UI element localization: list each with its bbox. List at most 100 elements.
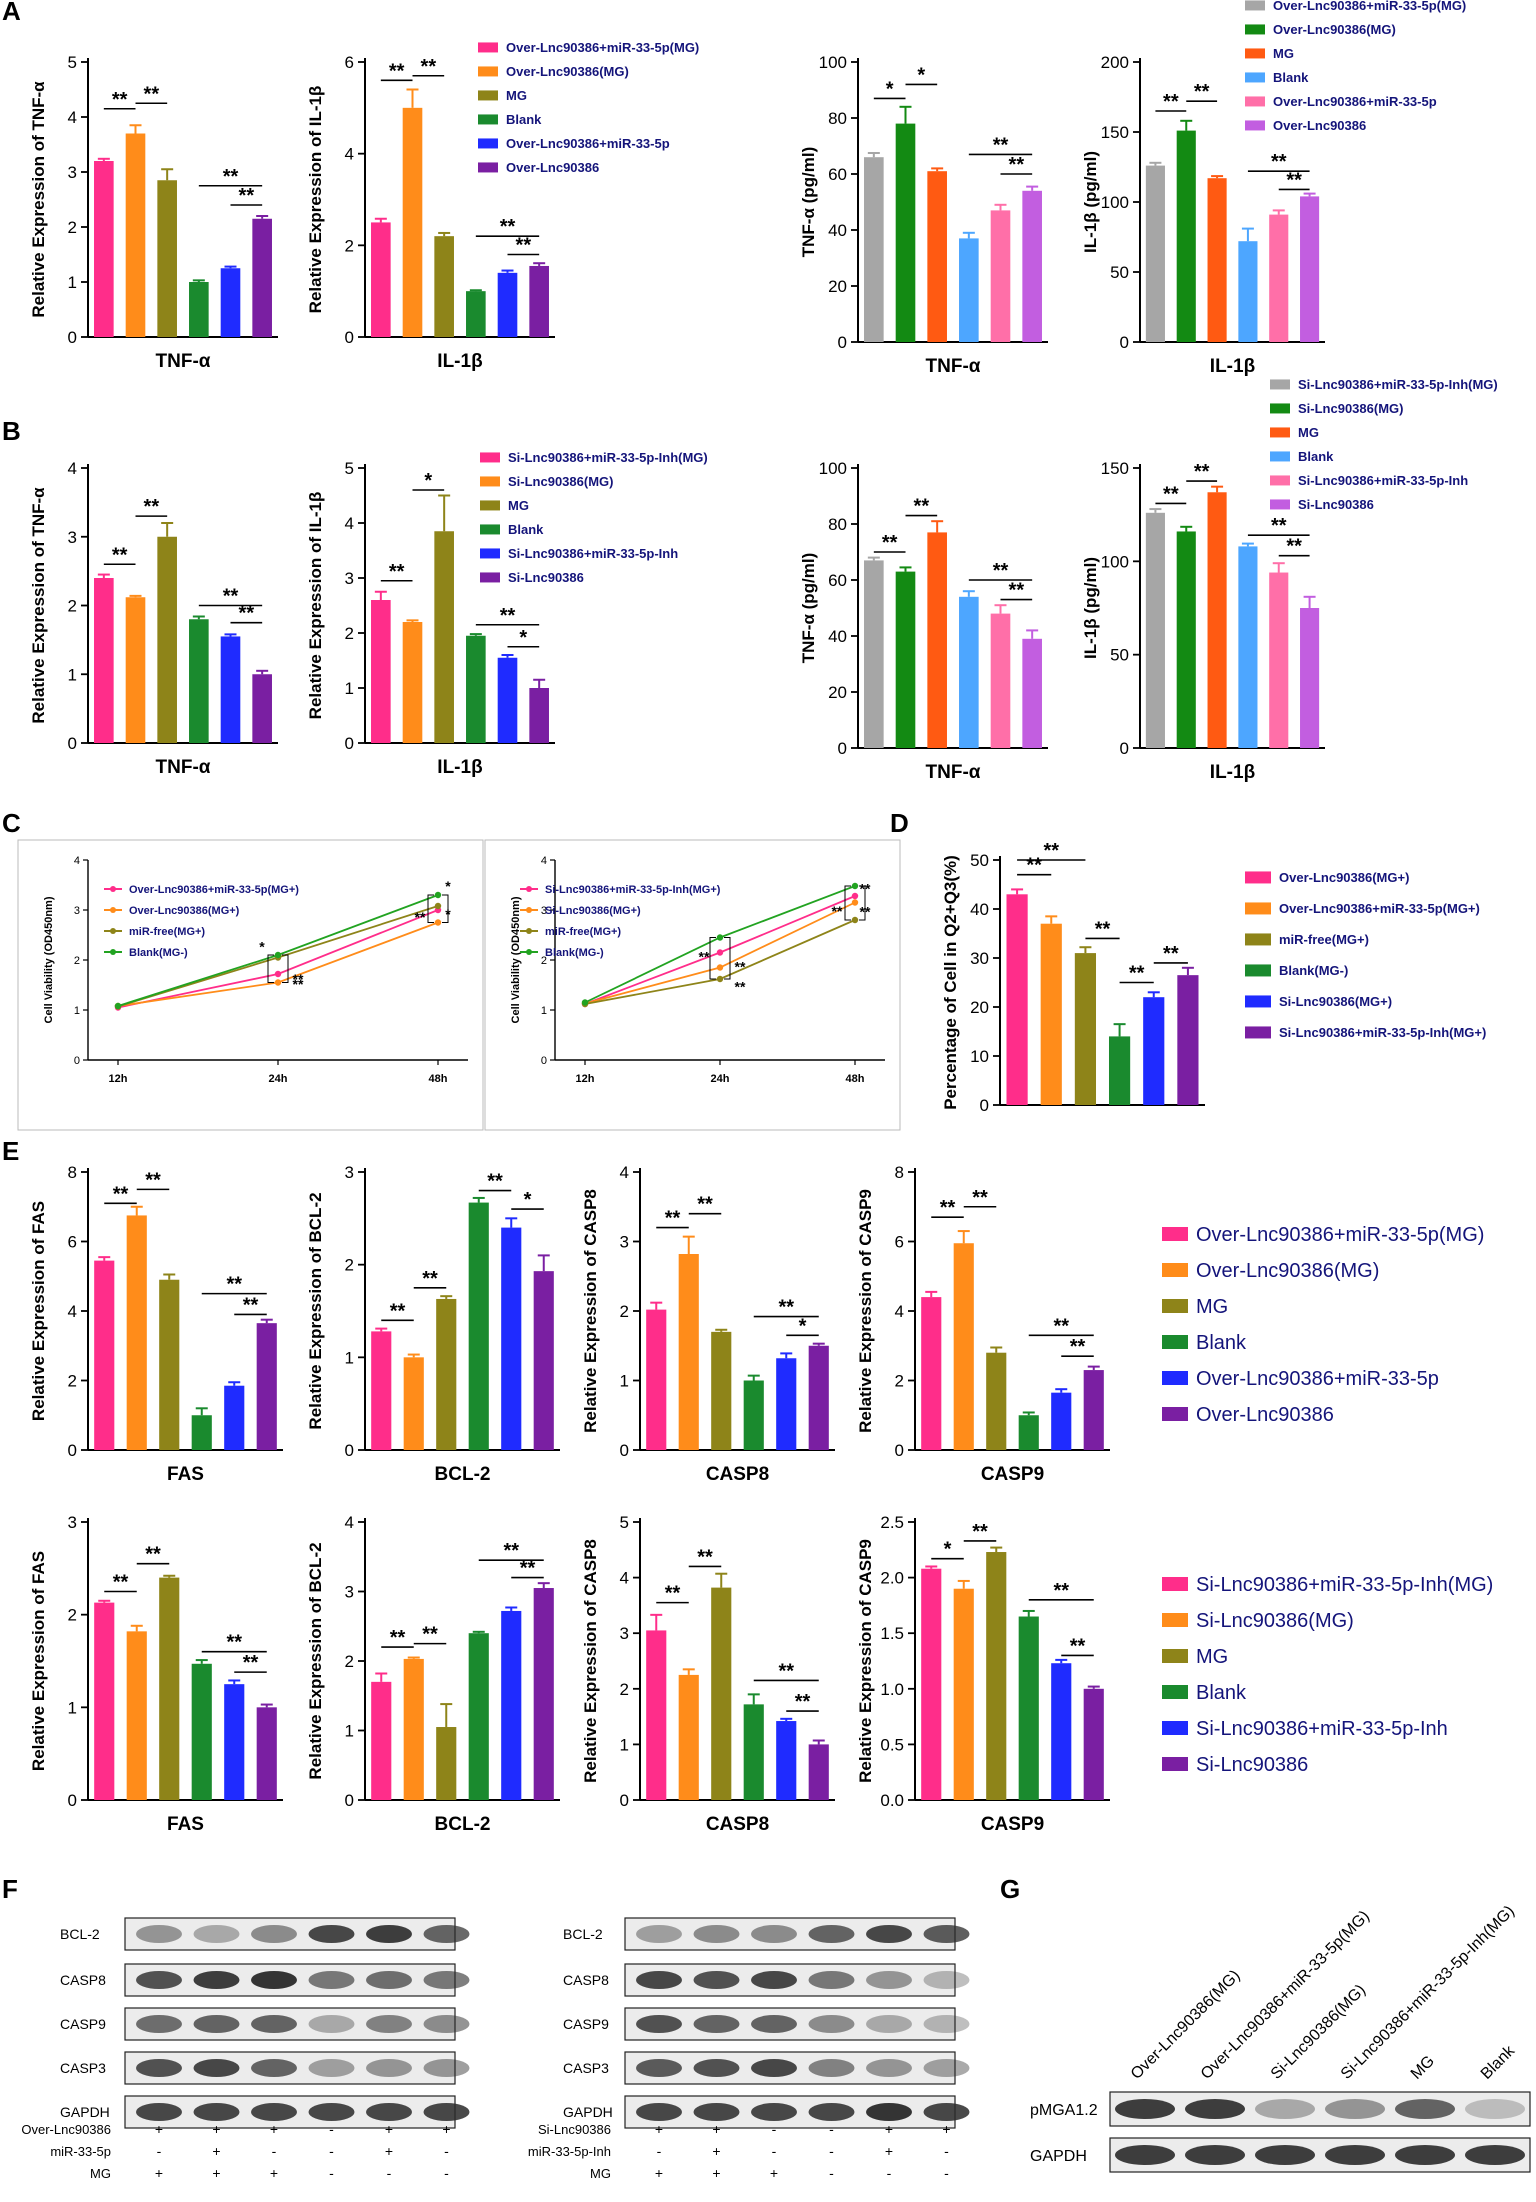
significance-mark: ** [665,1208,681,1230]
condition-sign: - [887,2165,892,2181]
x-axis-label: TNF-α [926,762,981,783]
significance-mark: ** [1009,154,1025,176]
bar [371,1331,392,1450]
bar [434,531,454,743]
y-tick-label: 0 [838,739,847,758]
legend-marker [110,928,116,934]
y-tick-label: 1.0 [880,1680,904,1699]
bar [1207,492,1227,748]
significance-mark: * [524,1189,532,1211]
y-tick-label: 4 [620,1163,629,1182]
blot-band [251,1925,297,1943]
legend-label: Si-Lnc90386(MG+) [1279,994,1392,1009]
x-axis-label: BCL-2 [435,1814,491,1835]
bar [157,536,177,743]
bar [191,1415,212,1450]
bar [921,1568,942,1800]
bar [1300,608,1320,748]
significance-mark: ** [1009,580,1025,602]
bar [1207,178,1227,342]
y-tick-label: 4 [620,1569,629,1588]
y-tick-label: 3 [541,905,547,917]
bar [1177,975,1199,1105]
blot-band [751,2015,797,2033]
y-tick-label: 2 [74,955,80,967]
y-tick-label: 6 [345,53,354,72]
significance-mark: ** [421,56,437,78]
y-tick-label: 30 [970,949,989,968]
y-tick-label: 0.0 [880,1791,904,1810]
bar [220,268,241,337]
legend-marker [110,907,116,913]
legend-swatch [1162,1577,1188,1591]
bar [1051,1392,1072,1450]
series-point [581,999,589,1006]
y-axis-label: Relative Expression of TNF-α [29,487,48,724]
y-tick-label: 20 [828,683,847,702]
bar [895,571,916,748]
blot-band [636,2015,682,2033]
blot-band [251,1971,297,1989]
bar [402,622,423,743]
legend-label: Over-Lnc90386+miR-33-5p(MG+) [1279,901,1480,916]
bar [678,1674,699,1800]
y-tick-label: 1 [541,1005,547,1017]
blot-band [1185,2099,1245,2119]
y-tick-label: 2 [345,1256,354,1275]
blot-band [308,2059,355,2077]
significance-mark: ** [1026,855,1042,877]
y-tick-label: 1 [620,1735,629,1754]
significance-mark: ** [795,1691,811,1713]
y-tick-label: 1 [68,273,77,292]
y-tick-label: 2 [345,1652,354,1671]
legend-label: Over-Lnc90386+miR-33-5p(MG+) [129,884,299,896]
y-tick-label: 0 [68,734,77,753]
bar [646,1309,667,1450]
blot-row-label: GAPDH [60,2104,110,2120]
bar [1018,1415,1039,1450]
bracket [427,894,434,923]
y-axis-label: Relative Expression of TNF-α [29,81,48,318]
significance-mark: ** [832,903,843,919]
bar-chart-e4: 0 2 4 6 8 Relative Expression of CASP9 CASP9 **… [856,1163,1110,1485]
blot-band [1465,2099,1525,2119]
bar [776,1358,797,1450]
legend-label: Over-Lnc90386(MG) [506,64,629,79]
legend-label: Si-Lnc90386+miR-33-5p-Inh [508,546,678,561]
bar [678,1254,699,1450]
x-tick-label: 24h [711,1073,730,1085]
legend-swatch [1270,451,1290,462]
y-axis-label: Cell Viability (OD450nm) [43,896,55,1023]
legend-label: Si-Lnc90386(MG) [1196,1610,1354,1632]
blot-row-label: pMGA1.2 [1030,2102,1098,2119]
significance-mark: ** [778,1297,794,1319]
condition-sign: + [712,2143,720,2159]
blot-band [366,2103,412,2121]
bar [711,1587,732,1800]
blot-band [693,1971,740,1989]
blot-row-label: BCL-2 [60,1926,100,1942]
significance-mark: ** [993,560,1009,582]
significance-mark: ** [422,1624,438,1646]
bar [1300,196,1320,342]
y-tick-label: 1 [345,679,354,698]
bar [159,1577,180,1800]
y-axis-label: Relative Expression of BCL-2 [306,1192,325,1429]
bar [1145,165,1165,342]
legend-swatch [1245,871,1271,884]
x-axis-label: BCL-2 [435,1464,491,1485]
charts-layer: 0 1 2 3 4 5 Relative Expression of TNF-α TNF-α *… [17,53,1325,1835]
bracket [282,954,289,983]
y-tick-label: 4 [68,459,77,478]
blot-band [808,2103,855,2121]
condition-sign: + [885,2143,893,2159]
bar [990,613,1011,748]
legend-e-bottom: Si-Lnc90386+miR-33-5p-Inh(MG) Si-Lnc90386… [1162,1574,1493,1776]
significance-mark: ** [882,532,898,554]
blot-panel-f-right: BCL-2 CASP8 CASP9 CASP3 GAPDH Si-Lnc90386 + + - -… [528,1917,970,2181]
significance-mark: ** [1163,91,1179,113]
condition-sign: + [385,2121,393,2137]
blot-row-label: GAPDH [563,2104,613,2120]
